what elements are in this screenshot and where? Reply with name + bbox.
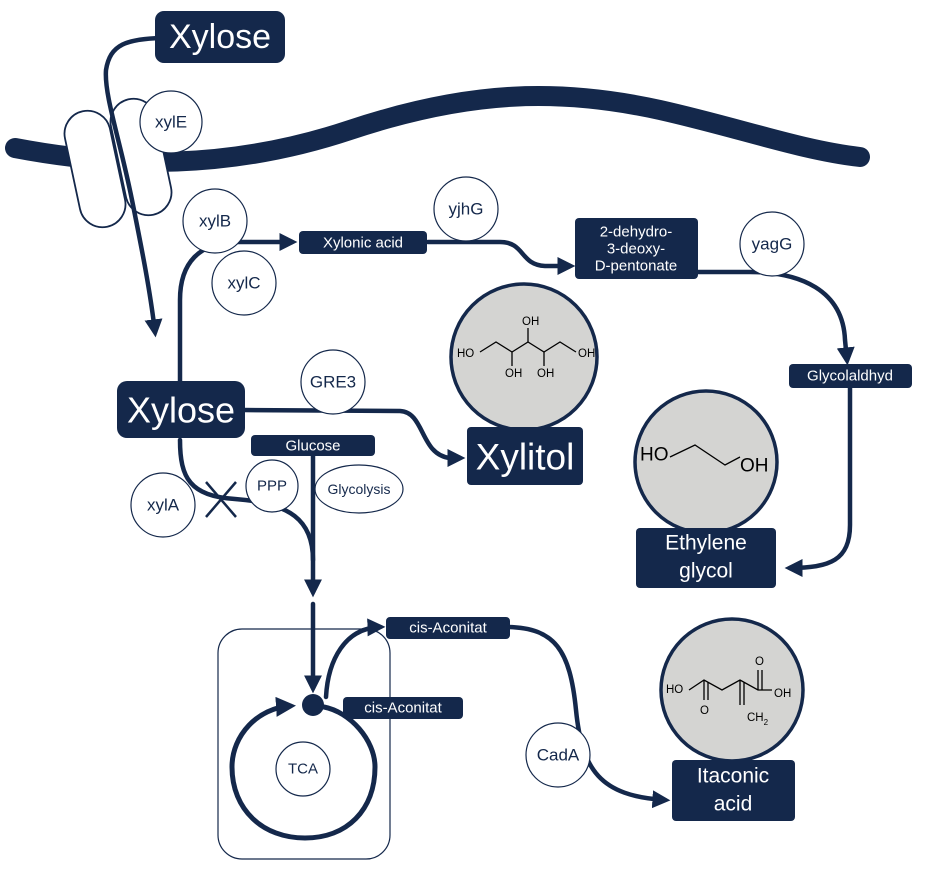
svg-text:PPP: PPP <box>257 478 287 495</box>
xylitol-oh-b1: OH <box>505 368 522 380</box>
itaconic-ho: HO <box>666 684 683 696</box>
cis-aconitat-bottom-label: cis-Aconitat <box>364 700 442 717</box>
itaconic-acid-structure: HO O OH O CH2 <box>659 617 805 763</box>
arrow-to-itaconic-acid <box>505 624 671 809</box>
dehydro-label-2: 3-deoxy- <box>607 241 665 258</box>
tca-cycle <box>229 696 378 841</box>
dehydro-label-3: D-pentonate <box>595 258 678 275</box>
itaconic-ch2: CH2 <box>747 712 769 727</box>
dehydro-label-1: 2-dehydro- <box>600 224 673 241</box>
enzyme-CadA: CadA <box>525 722 591 788</box>
xylitol-oh-right: OH <box>578 348 595 360</box>
itaconic-acid-box <box>672 760 795 821</box>
itaconic-acid-label-2: acid <box>714 793 753 816</box>
ethylene-glycol-label-1: Ethylene <box>665 532 747 555</box>
xylitol-ho-left: HO <box>457 348 474 360</box>
svg-text:CadA: CadA <box>537 746 580 765</box>
glucose-label: Glucose <box>285 438 340 455</box>
xylitol-structure: OH HO OH OH OH <box>449 282 599 432</box>
svg-text:xylC: xylC <box>227 274 260 293</box>
enzyme-xylC: xylC <box>211 250 277 316</box>
xylitol-oh-top: OH <box>522 316 539 328</box>
itaconic-o-top: O <box>755 656 764 668</box>
xylitol-oh-b2: OH <box>537 368 554 380</box>
xylose-extracellular-label: Xylose <box>169 18 271 56</box>
enzyme-xylB: xylB <box>182 188 248 254</box>
ethylene-glycol-structure: HO OH <box>633 389 779 535</box>
blocked-reaction-cross <box>205 481 237 518</box>
enzyme-xylA: xylA <box>130 472 196 538</box>
glycolaldhyd-label: Glycolaldhyd <box>807 368 893 385</box>
enzyme-xylE: xylE <box>139 90 203 154</box>
tca-cycle-label: TCA <box>275 741 331 797</box>
arrow-to-xylitol <box>240 407 466 467</box>
xylonic-acid-box <box>299 231 427 254</box>
svg-text:TCA: TCA <box>288 761 318 778</box>
xylose-extracellular-box <box>155 11 285 63</box>
itaconic-acid-label-1: Itaconic <box>697 765 769 788</box>
enzyme-GRE3: GRE3 <box>300 349 366 415</box>
svg-text:xylB: xylB <box>199 212 231 231</box>
ethylene-glycol-label-2: glycol <box>679 560 733 583</box>
enzyme-glycolysis: Glycolysis <box>314 464 404 514</box>
arrow-to-ethylene-glycol <box>784 385 853 577</box>
xylose-main-box <box>117 381 245 438</box>
arrow-xylose-xylA-pathway <box>177 437 316 563</box>
svg-text:yjhG: yjhG <box>449 200 484 219</box>
itaconic-o-bottom: O <box>700 705 709 717</box>
dehydro-box <box>575 218 698 279</box>
arrow-transport <box>103 35 171 338</box>
tca-junction-dot <box>302 694 324 716</box>
arrow-to-cis-aconitat <box>323 618 386 700</box>
xylonic-acid-label: Xylonic acid <box>323 235 403 252</box>
enzyme-yjhG: yjhG <box>433 176 499 242</box>
mitochondrion-compartment <box>217 628 391 860</box>
svg-text:Glycolysis: Glycolysis <box>327 481 390 497</box>
glycolaldhyd-box <box>789 364 912 388</box>
cis-aconitat-bottom-box <box>343 697 463 719</box>
svg-text:xylA: xylA <box>147 496 180 515</box>
svg-text:xylE: xylE <box>155 113 187 132</box>
enzyme-PPP: PPP <box>245 459 299 513</box>
svg-text:yagG: yagG <box>752 235 793 254</box>
ethylene-glycol-box <box>636 528 776 588</box>
arrow-to-glycolaldhyd <box>692 269 855 366</box>
cis-aconitat-top-box <box>386 617 510 639</box>
xylose-main-label: Xylose <box>127 390 235 431</box>
ethylene-glycol-oh: OH <box>740 456 769 477</box>
ethylene-glycol-ho: HO <box>640 445 669 466</box>
cis-aconitat-top-label: cis-Aconitat <box>409 620 487 637</box>
itaconic-oh: OH <box>774 688 791 700</box>
arrow-to-dehydro <box>425 239 576 275</box>
glucose-box <box>251 435 375 456</box>
xylitol-label: Xylitol <box>476 437 575 478</box>
xylitol-box <box>467 427 583 485</box>
svg-text:GRE3: GRE3 <box>310 373 356 392</box>
enzyme-yagG: yagG <box>739 211 805 277</box>
